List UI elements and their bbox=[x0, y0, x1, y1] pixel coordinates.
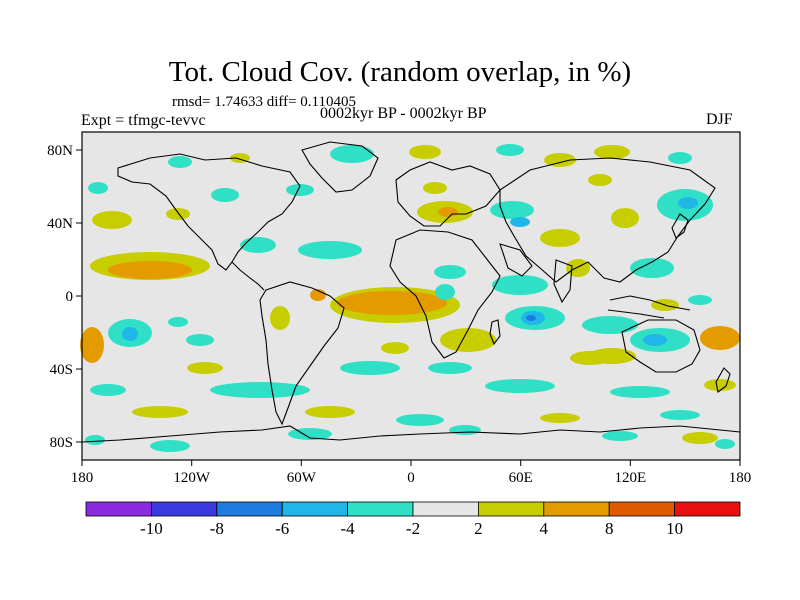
stats-label: rmsd= 1.74633 diff= 0.110405 bbox=[172, 94, 356, 110]
colorbar-label: 4 bbox=[540, 519, 549, 538]
map-title: Tot. Cloud Cov. (random overlap, in %) bbox=[168, 56, 632, 88]
colorbar-label: 10 bbox=[666, 519, 683, 538]
colorbar-label: -2 bbox=[406, 519, 420, 538]
y-tick-label: 80S bbox=[50, 435, 73, 451]
colorbar-swatch bbox=[543, 501, 610, 517]
x-tick-label: 60E bbox=[509, 470, 533, 486]
colorbar-swatch bbox=[85, 501, 152, 517]
x-tick-label: 180 bbox=[729, 470, 752, 486]
colorbar-swatch bbox=[347, 501, 414, 517]
colorbar-label: -8 bbox=[210, 519, 224, 538]
colorbar-label: 2 bbox=[474, 519, 483, 538]
season-label: DJF bbox=[706, 111, 733, 128]
x-tick-label: 180 bbox=[71, 470, 94, 486]
y-tick-label: 80N bbox=[47, 143, 73, 159]
colorbar-swatch bbox=[216, 501, 283, 517]
colorbar-swatch bbox=[150, 501, 218, 517]
anomaly-patches bbox=[80, 144, 740, 452]
colorbar-label: -6 bbox=[275, 519, 289, 538]
colorbar-labels: -10 -8 -6 -4 -2 2 4 8 10 bbox=[140, 519, 683, 538]
colorbar-swatch bbox=[281, 501, 349, 517]
y-tick-label: 40N bbox=[47, 216, 73, 232]
y-tick-label: 40S bbox=[50, 362, 73, 378]
x-tick-label: 120E bbox=[614, 470, 646, 486]
colorbar-swatch bbox=[477, 501, 545, 517]
tick-marks bbox=[76, 149, 741, 466]
period-label: 0002kyr BP - 0002kyr BP bbox=[320, 105, 487, 122]
x-tick-label: 120W bbox=[173, 470, 211, 486]
colorbar-label: -4 bbox=[341, 519, 356, 538]
y-tick-label: 0 bbox=[66, 289, 74, 305]
x-tick-label: 0 bbox=[407, 470, 415, 486]
colorbar-label: 8 bbox=[605, 519, 614, 538]
colorbar-swatch bbox=[412, 501, 479, 517]
colorbar-swatch bbox=[608, 501, 676, 517]
x-tick-label: 60W bbox=[287, 470, 317, 486]
experiment-label: Expt = tfmgc-tevvc bbox=[81, 112, 206, 129]
colorbar-swatch bbox=[674, 501, 741, 517]
colorbar-label: -10 bbox=[140, 519, 163, 538]
coastlines bbox=[81, 141, 741, 443]
colorbar bbox=[85, 501, 741, 517]
